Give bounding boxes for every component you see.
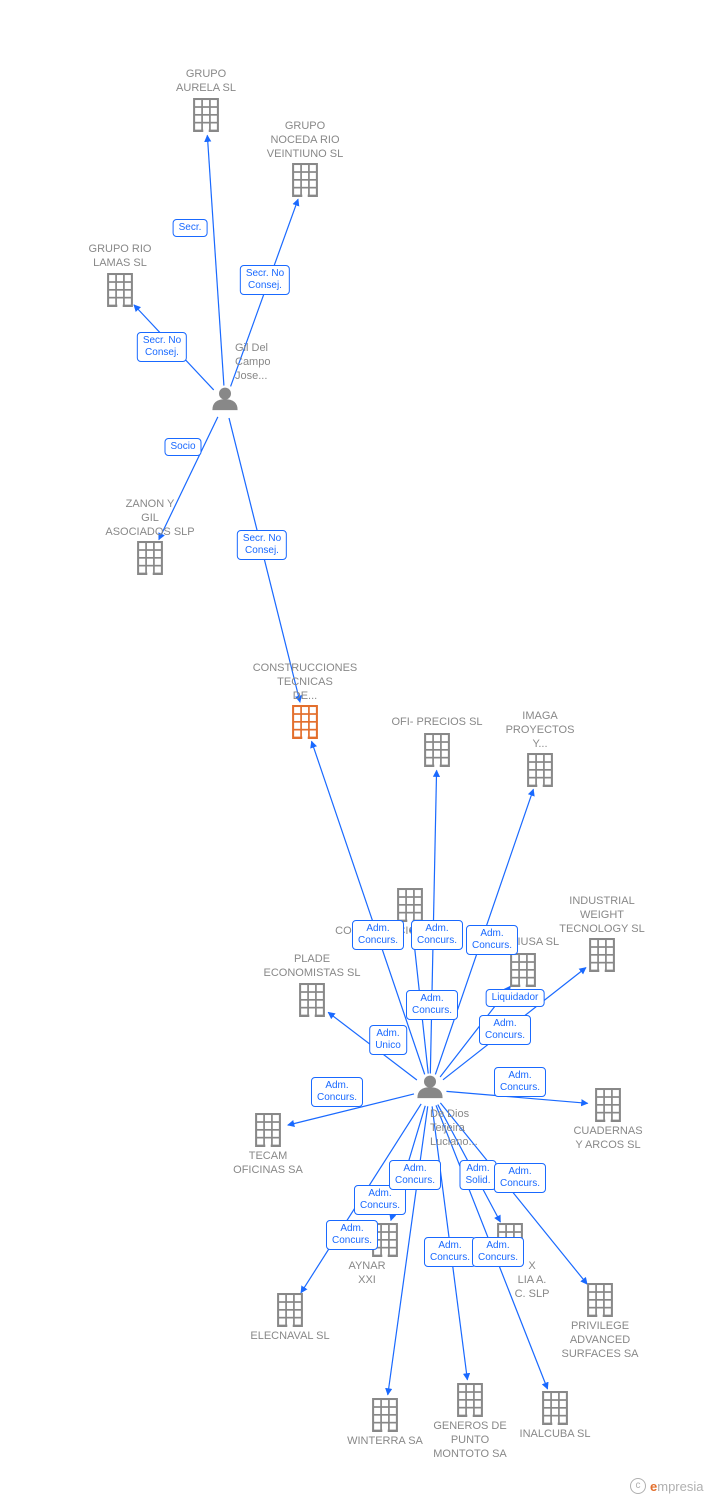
- building-icon[interactable]: [424, 733, 450, 767]
- edge-label: Secr.: [173, 219, 208, 237]
- person-label[interactable]: De Dios Teijeira Luciano...: [430, 1108, 478, 1149]
- edge-label: Adm. Concurs.: [466, 925, 518, 955]
- edge-label: Secr. No Consej.: [240, 265, 290, 295]
- company-label[interactable]: PLADE ECONOMISTAS SL: [264, 953, 361, 981]
- person-label[interactable]: Gil Del Campo Jose...: [235, 342, 270, 383]
- edge-label: Adm. Concurs.: [411, 920, 463, 950]
- company-label[interactable]: ZANON Y GIL ASOCIADOS SLP: [105, 498, 194, 539]
- company-label[interactable]: PRIVILEGE ADVANCED SURFACES SA: [561, 1320, 638, 1361]
- building-icon[interactable]: [277, 1293, 303, 1327]
- company-label[interactable]: CUADERNAS Y ARCOS SL: [573, 1125, 642, 1153]
- building-icon[interactable]: [510, 953, 536, 987]
- person-icon[interactable]: [212, 388, 237, 411]
- building-icon[interactable]: [292, 163, 318, 197]
- copyright-icon: c: [630, 1478, 646, 1494]
- edge-label: Adm. Solid.: [459, 1160, 496, 1190]
- building-icon[interactable]: [137, 541, 163, 575]
- edge-label: Adm. Concurs.: [472, 1237, 524, 1267]
- company-label[interactable]: INALCUBA SL: [520, 1428, 591, 1442]
- building-icon[interactable]: [292, 705, 318, 739]
- company-label[interactable]: GENEROS DE PUNTO MONTOTO SA: [433, 1420, 507, 1461]
- edge-label: Adm. Concurs.: [494, 1163, 546, 1193]
- edge-label: Adm. Concurs.: [406, 990, 458, 1020]
- edge-label: Secr. No Consej.: [237, 530, 287, 560]
- building-icon[interactable]: [457, 1383, 483, 1417]
- company-label[interactable]: CONSTRUCCIONES TECNICAS DE...: [253, 662, 358, 703]
- edge-label: Adm. Concurs.: [494, 1067, 546, 1097]
- watermark: c empresia: [630, 1478, 703, 1494]
- edge-label: Adm. Concurs.: [424, 1237, 476, 1267]
- company-label[interactable]: GRUPO NOCEDA RIO VEINTIUNO SL: [267, 120, 343, 161]
- company-label[interactable]: INDUSTRIAL WEIGHT TECNOLOGY SL: [559, 895, 644, 936]
- company-label[interactable]: TECAM OFICINAS SA: [233, 1150, 303, 1178]
- building-icon[interactable]: [527, 753, 553, 787]
- edge-label: Adm. Concurs.: [479, 1015, 531, 1045]
- edge-label: Secr. No Consej.: [137, 332, 187, 362]
- building-icon[interactable]: [589, 938, 615, 972]
- watermark-text: mpresia: [657, 1479, 703, 1494]
- building-icon[interactable]: [193, 98, 219, 132]
- building-icon[interactable]: [397, 888, 423, 922]
- edge-label: Socio: [164, 438, 201, 456]
- edge-label: Adm. Concurs.: [326, 1220, 378, 1250]
- edge-label: Adm. Concurs.: [352, 920, 404, 950]
- edge-label: Adm. Concurs.: [389, 1160, 441, 1190]
- building-icon[interactable]: [107, 273, 133, 307]
- company-label[interactable]: AYNAR XXI: [348, 1260, 385, 1288]
- edge-label: Liquidador: [486, 989, 545, 1007]
- building-icon[interactable]: [587, 1283, 613, 1317]
- building-icon[interactable]: [542, 1391, 568, 1425]
- edge-label: Adm. Concurs.: [311, 1077, 363, 1107]
- company-label[interactable]: GRUPO RIO LAMAS SL: [89, 243, 152, 271]
- person-icon[interactable]: [417, 1076, 442, 1099]
- edge: [207, 135, 224, 385]
- edge-label: Adm. Unico: [369, 1025, 407, 1055]
- company-label[interactable]: OFI- PRECIOS SL: [391, 716, 482, 730]
- company-label[interactable]: ELECNAVAL SL: [250, 1330, 329, 1344]
- building-icon[interactable]: [372, 1398, 398, 1432]
- building-icon[interactable]: [255, 1113, 281, 1147]
- building-icon[interactable]: [595, 1088, 621, 1122]
- company-label[interactable]: WINTERRA SA: [347, 1435, 423, 1449]
- building-icon[interactable]: [299, 983, 325, 1017]
- company-label[interactable]: IMAGA PROYECTOS Y...: [506, 710, 575, 751]
- company-label[interactable]: GRUPO AURELA SL: [176, 68, 236, 96]
- edge: [229, 418, 300, 702]
